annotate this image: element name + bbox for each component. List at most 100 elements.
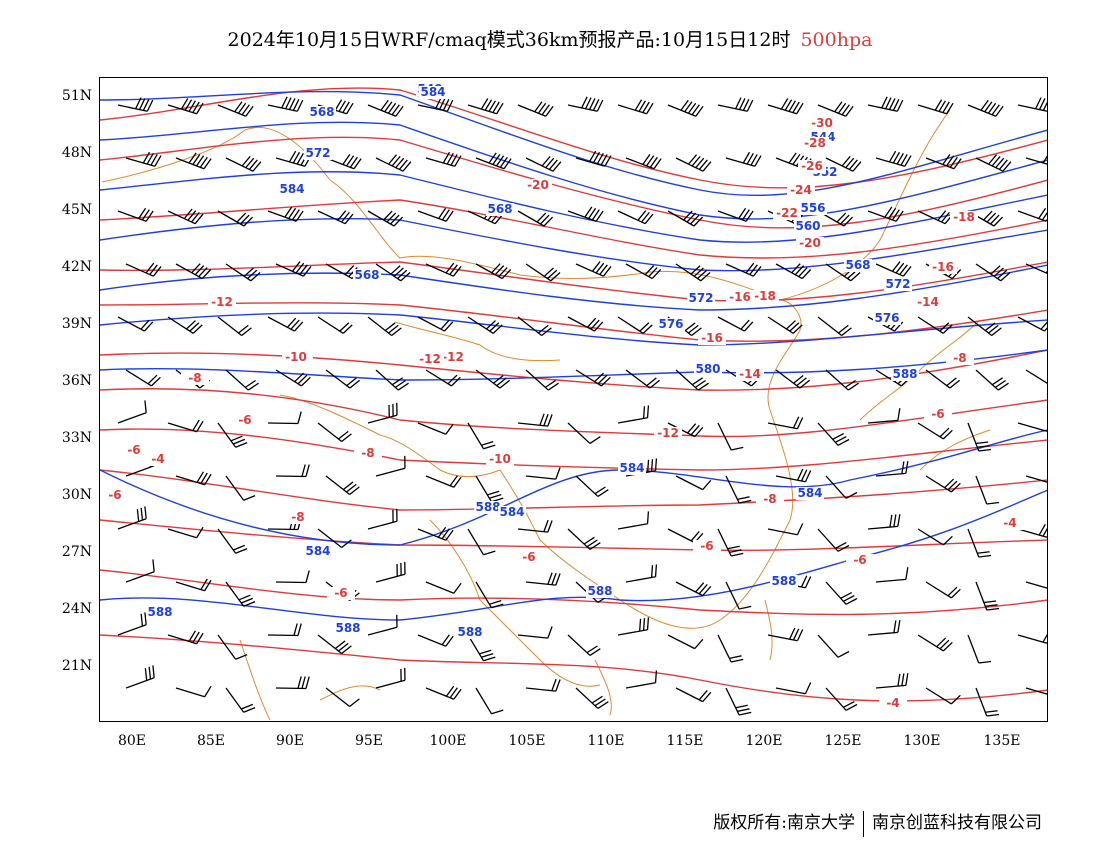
temperature-label: -30: [811, 116, 833, 130]
wind-barb: [225, 687, 256, 713]
wind-barb: [567, 634, 601, 657]
wind-barb: [817, 528, 850, 552]
wind-barb: [767, 627, 804, 642]
geopotential-label: 584: [619, 461, 644, 475]
label-background: [181, 372, 209, 385]
wind-barb: [767, 316, 803, 334]
wind-barb: [525, 678, 561, 692]
longitude-label: 80E: [117, 733, 147, 749]
wind-barb: [1017, 97, 1047, 112]
label-background: [873, 312, 901, 325]
wind-barb: [675, 581, 712, 597]
latitude-label: 48N: [61, 145, 92, 161]
wind-barb: [925, 581, 961, 599]
wind-barb: [367, 316, 402, 336]
temperature-label: -6: [931, 407, 944, 421]
wind-barb: [117, 612, 147, 636]
wind-barb: [817, 634, 850, 658]
boundary-line: [919, 429, 991, 471]
latitude-label: 27N: [61, 544, 92, 560]
label-background: [456, 626, 484, 639]
geopotential-contour: [100, 121, 1047, 220]
wind-barb: [567, 206, 604, 222]
wind-barb: [225, 369, 259, 391]
wind-barb: [817, 101, 854, 117]
label-background: [278, 183, 306, 196]
wind-barb: [467, 528, 496, 556]
boundary-line: [239, 639, 271, 721]
longitude-label: 115E: [666, 733, 704, 749]
label-background: [796, 237, 824, 250]
wind-barb: [275, 464, 310, 478]
geopotential-label: 572: [305, 146, 330, 160]
temperature-contour: [100, 469, 1047, 511]
temperature-label: -22: [776, 206, 798, 220]
temperature-contour: [100, 519, 1047, 552]
latitude-label: 30N: [61, 487, 92, 503]
label-background: [946, 352, 974, 365]
label-background: [808, 117, 836, 130]
geopotential-contour: [100, 312, 1047, 346]
wind-barb: [875, 461, 909, 477]
wind-barb: [317, 210, 354, 225]
wind-barb: [925, 369, 960, 389]
wind-barb: [675, 369, 709, 391]
wind-barb: [975, 687, 1000, 717]
wind-barb: [925, 153, 962, 170]
geopotential-label: 584: [279, 182, 304, 196]
temperature-label: -28: [804, 136, 826, 150]
label-background: [144, 453, 172, 466]
label-background: [515, 551, 543, 564]
geopotential-label: 584: [305, 544, 330, 558]
wind-barb: [967, 634, 992, 664]
label-background: [282, 351, 310, 364]
boundary-line: [859, 319, 981, 421]
wind-barb: [1017, 631, 1047, 644]
label-background: [694, 363, 722, 376]
longitude-label: 125E: [824, 733, 862, 749]
wind-barb: [367, 210, 404, 227]
geopotential-label: 568: [487, 202, 512, 216]
wind-barb: [217, 528, 248, 554]
temperature-label: -12: [657, 426, 679, 440]
label-background: [654, 427, 682, 440]
wind-barb: [817, 422, 850, 446]
label-background: [799, 202, 827, 215]
geopotential-label: 568: [845, 258, 870, 272]
wind-barb: [625, 263, 662, 280]
wind-barb: [325, 369, 360, 389]
temperature-label: -16: [729, 290, 751, 304]
label-background: [924, 408, 952, 421]
temperature-label: -10: [285, 350, 307, 364]
temperature-contour: [100, 136, 1047, 229]
longitude-label: 95E: [354, 733, 384, 749]
geopotential-contour: [100, 489, 1047, 621]
wind-barb: [475, 581, 504, 609]
latitude-label: 21N: [61, 658, 92, 674]
wind-barb: [225, 156, 262, 172]
label-background: [879, 697, 907, 710]
geopotential-label: 588: [771, 574, 796, 588]
wind-barb: [675, 154, 712, 172]
wind-barb: [425, 475, 462, 488]
longitude-label: 85E: [196, 733, 226, 749]
temperature-label: -14: [917, 295, 939, 309]
wind-barb: [267, 96, 304, 112]
wind-barb: [425, 151, 462, 167]
wind-barb: [1017, 420, 1047, 432]
geopotential-label: 588: [147, 605, 172, 619]
copyright-footer: 版权所有:南京大学 南京创蓝科技有限公司: [713, 808, 1042, 837]
wind-barb: [675, 475, 712, 491]
wind-barb: [967, 528, 992, 558]
wind-barb: [725, 581, 752, 610]
label-background: [308, 106, 336, 119]
wind-barb: [867, 206, 904, 222]
wind-barb: [675, 687, 712, 703]
geopotential-label: 568: [354, 268, 379, 282]
wind-barb: [667, 210, 704, 227]
wind-barb: [525, 156, 562, 172]
wind-barb: [175, 578, 212, 592]
geopotential-contour: [100, 218, 1047, 272]
label-background: [914, 296, 942, 309]
label-background: [146, 606, 174, 619]
